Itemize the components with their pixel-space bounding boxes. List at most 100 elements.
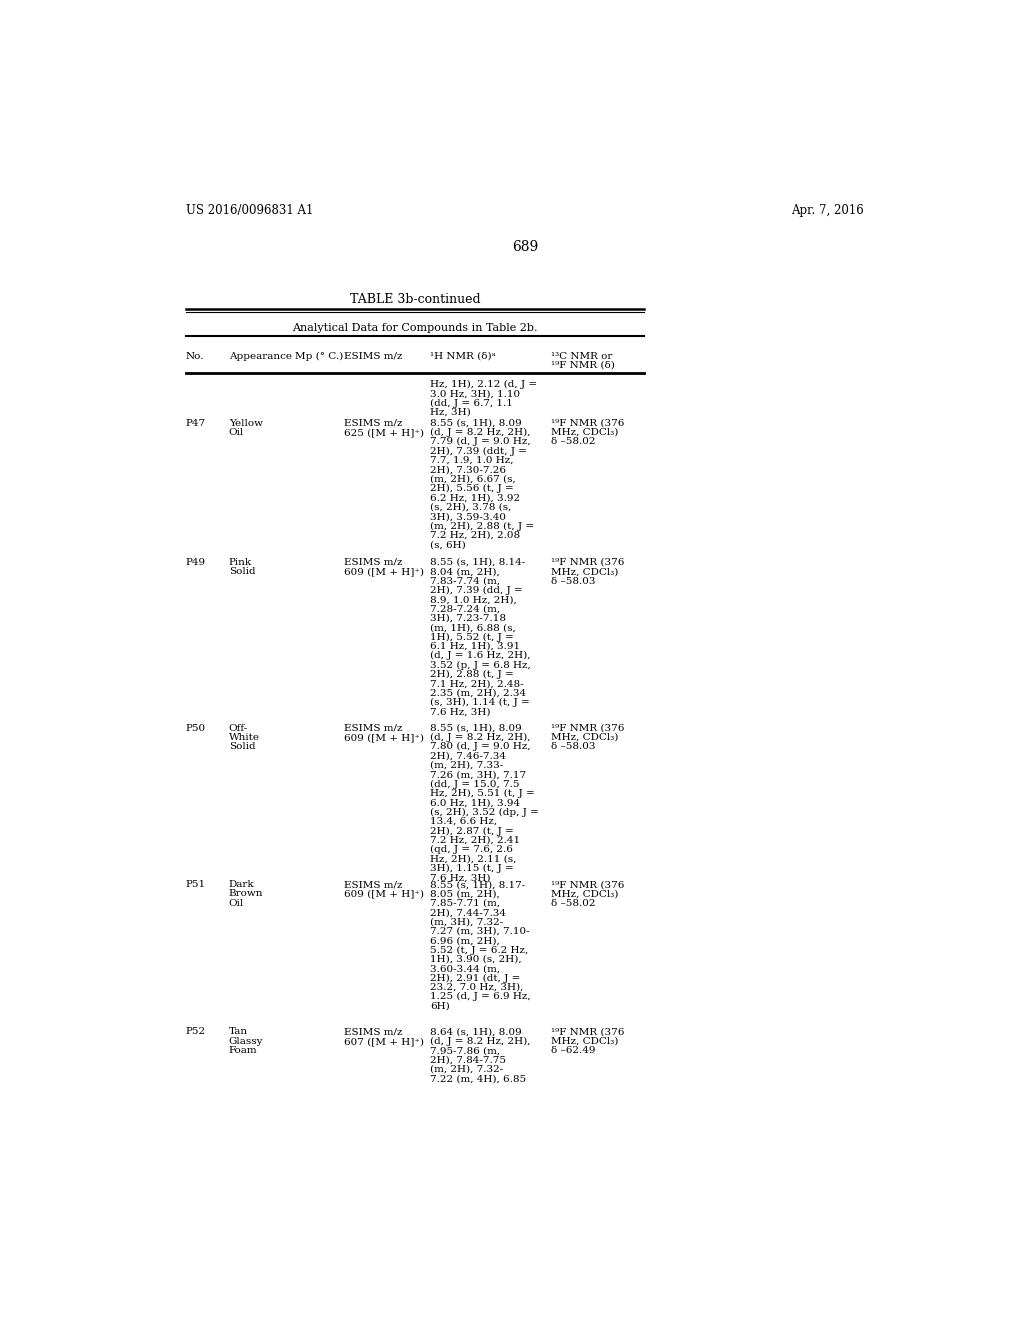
Text: ¹⁹F NMR (376: ¹⁹F NMR (376 — [551, 880, 625, 890]
Text: 8.55 (s, 1H), 8.17-: 8.55 (s, 1H), 8.17- — [430, 880, 525, 890]
Text: 7.85-7.71 (m,: 7.85-7.71 (m, — [430, 899, 501, 908]
Text: (s, 3H), 1.14 (t, J =: (s, 3H), 1.14 (t, J = — [430, 698, 530, 708]
Text: 7.6 Hz, 3H): 7.6 Hz, 3H) — [430, 708, 490, 717]
Text: P51: P51 — [186, 880, 206, 890]
Text: MHz, CDCl₃): MHz, CDCl₃) — [551, 733, 618, 742]
Text: (m, 2H), 2.88 (t, J =: (m, 2H), 2.88 (t, J = — [430, 521, 535, 531]
Text: (d, J = 1.6 Hz, 2H),: (d, J = 1.6 Hz, 2H), — [430, 651, 530, 660]
Text: ESIMS m/z: ESIMS m/z — [344, 723, 402, 733]
Text: δ –58.02: δ –58.02 — [551, 899, 596, 908]
Text: MHz, CDCl₃): MHz, CDCl₃) — [551, 428, 618, 437]
Text: 7.80 (d, J = 9.0 Hz,: 7.80 (d, J = 9.0 Hz, — [430, 742, 531, 751]
Text: 8.55 (s, 1H), 8.09: 8.55 (s, 1H), 8.09 — [430, 723, 522, 733]
Text: ¹⁹F NMR (376: ¹⁹F NMR (376 — [551, 723, 625, 733]
Text: 3.52 (p, J = 6.8 Hz,: 3.52 (p, J = 6.8 Hz, — [430, 661, 531, 669]
Text: ESIMS m/z: ESIMS m/z — [344, 558, 402, 566]
Text: 2H), 7.46-7.34: 2H), 7.46-7.34 — [430, 751, 506, 760]
Text: (m, 1H), 6.88 (s,: (m, 1H), 6.88 (s, — [430, 623, 516, 632]
Text: Yellow: Yellow — [228, 418, 263, 428]
Text: 2H), 7.39 (dd, J =: 2H), 7.39 (dd, J = — [430, 586, 523, 595]
Text: δ –62.49: δ –62.49 — [551, 1047, 596, 1055]
Text: 6.96 (m, 2H),: 6.96 (m, 2H), — [430, 936, 500, 945]
Text: 3H), 7.23-7.18: 3H), 7.23-7.18 — [430, 614, 506, 623]
Text: 609 ([M + H]⁺): 609 ([M + H]⁺) — [344, 890, 424, 899]
Text: ¹⁹F NMR (376: ¹⁹F NMR (376 — [551, 558, 625, 566]
Text: 609 ([M + H]⁺): 609 ([M + H]⁺) — [344, 568, 424, 577]
Text: ESIMS m/z: ESIMS m/z — [344, 418, 402, 428]
Text: 8.55 (s, 1H), 8.14-: 8.55 (s, 1H), 8.14- — [430, 558, 525, 566]
Text: δ –58.03: δ –58.03 — [551, 742, 596, 751]
Text: 2H), 7.44-7.34: 2H), 7.44-7.34 — [430, 908, 506, 917]
Text: Tan: Tan — [228, 1027, 248, 1036]
Text: 8.05 (m, 2H),: 8.05 (m, 2H), — [430, 890, 500, 899]
Text: (d, J = 8.2 Hz, 2H),: (d, J = 8.2 Hz, 2H), — [430, 428, 530, 437]
Text: 3.60-3.44 (m,: 3.60-3.44 (m, — [430, 964, 501, 973]
Text: (s, 6H): (s, 6H) — [430, 540, 466, 549]
Text: Pink: Pink — [228, 558, 252, 566]
Text: Appearance: Appearance — [228, 351, 292, 360]
Text: MHz, CDCl₃): MHz, CDCl₃) — [551, 568, 618, 577]
Text: (m, 2H), 7.33-: (m, 2H), 7.33- — [430, 760, 504, 770]
Text: 2H), 2.88 (t, J =: 2H), 2.88 (t, J = — [430, 671, 514, 680]
Text: MHz, CDCl₃): MHz, CDCl₃) — [551, 1036, 618, 1045]
Text: 7.95-7.86 (m,: 7.95-7.86 (m, — [430, 1047, 501, 1055]
Text: 3.0 Hz, 3H), 1.10: 3.0 Hz, 3H), 1.10 — [430, 389, 520, 399]
Text: ¹⁹F NMR (376: ¹⁹F NMR (376 — [551, 418, 625, 428]
Text: Solid: Solid — [228, 742, 255, 751]
Text: ESIMS m/z: ESIMS m/z — [344, 1027, 402, 1036]
Text: Glassy: Glassy — [228, 1036, 263, 1045]
Text: 8.9, 1.0 Hz, 2H),: 8.9, 1.0 Hz, 2H), — [430, 595, 517, 605]
Text: (m, 2H), 6.67 (s,: (m, 2H), 6.67 (s, — [430, 475, 516, 483]
Text: No.: No. — [186, 351, 205, 360]
Text: 7.28-7.24 (m,: 7.28-7.24 (m, — [430, 605, 501, 614]
Text: 2H), 2.87 (t, J =: 2H), 2.87 (t, J = — [430, 826, 514, 836]
Text: Off-: Off- — [228, 723, 248, 733]
Text: 2H), 7.39 (ddt, J =: 2H), 7.39 (ddt, J = — [430, 446, 527, 455]
Text: 2.35 (m, 2H), 2.34: 2.35 (m, 2H), 2.34 — [430, 689, 526, 698]
Text: TABLE 3b-continued: TABLE 3b-continued — [350, 293, 480, 305]
Text: 6.1 Hz, 1H), 3.91: 6.1 Hz, 1H), 3.91 — [430, 642, 520, 651]
Text: 2H), 5.56 (t, J =: 2H), 5.56 (t, J = — [430, 484, 514, 494]
Text: 8.04 (m, 2H),: 8.04 (m, 2H), — [430, 568, 500, 577]
Text: 2H), 7.84-7.75: 2H), 7.84-7.75 — [430, 1056, 506, 1064]
Text: (s, 2H), 3.52 (dp, J =: (s, 2H), 3.52 (dp, J = — [430, 808, 540, 817]
Text: (qd, J = 7.6, 2.6: (qd, J = 7.6, 2.6 — [430, 845, 513, 854]
Text: 609 ([M + H]⁺): 609 ([M + H]⁺) — [344, 733, 424, 742]
Text: 6H): 6H) — [430, 1002, 451, 1011]
Text: 1H), 3.90 (s, 2H),: 1H), 3.90 (s, 2H), — [430, 954, 522, 964]
Text: 3H), 1.15 (t, J =: 3H), 1.15 (t, J = — [430, 863, 514, 873]
Text: 7.79 (d, J = 9.0 Hz,: 7.79 (d, J = 9.0 Hz, — [430, 437, 531, 446]
Text: 6.0 Hz, 1H), 3.94: 6.0 Hz, 1H), 3.94 — [430, 799, 520, 808]
Text: 5.52 (t, J = 6.2 Hz,: 5.52 (t, J = 6.2 Hz, — [430, 945, 528, 954]
Text: ESIMS m/z: ESIMS m/z — [344, 880, 402, 890]
Text: Hz, 2H), 5.51 (t, J =: Hz, 2H), 5.51 (t, J = — [430, 789, 536, 799]
Text: 7.26 (m, 3H), 7.17: 7.26 (m, 3H), 7.17 — [430, 771, 526, 779]
Text: 3H), 3.59-3.40: 3H), 3.59-3.40 — [430, 512, 506, 521]
Text: Solid: Solid — [228, 568, 255, 577]
Text: (dd, J = 6.7, 1.1: (dd, J = 6.7, 1.1 — [430, 399, 513, 408]
Text: 7.22 (m, 4H), 6.85: 7.22 (m, 4H), 6.85 — [430, 1074, 526, 1084]
Text: 7.27 (m, 3H), 7.10-: 7.27 (m, 3H), 7.10- — [430, 927, 530, 936]
Text: Hz, 3H): Hz, 3H) — [430, 408, 471, 417]
Text: 7.2 Hz, 2H), 2.08: 7.2 Hz, 2H), 2.08 — [430, 531, 520, 540]
Text: δ –58.02: δ –58.02 — [551, 437, 596, 446]
Text: (d, J = 8.2 Hz, 2H),: (d, J = 8.2 Hz, 2H), — [430, 733, 530, 742]
Text: Hz, 2H), 2.11 (s,: Hz, 2H), 2.11 (s, — [430, 854, 517, 863]
Text: 13.4, 6.6 Hz,: 13.4, 6.6 Hz, — [430, 817, 498, 826]
Text: 607 ([M + H]⁺): 607 ([M + H]⁺) — [344, 1036, 424, 1045]
Text: 1H), 5.52 (t, J =: 1H), 5.52 (t, J = — [430, 632, 514, 642]
Text: 7.1 Hz, 2H), 2.48-: 7.1 Hz, 2H), 2.48- — [430, 680, 524, 689]
Text: (d, J = 8.2 Hz, 2H),: (d, J = 8.2 Hz, 2H), — [430, 1036, 530, 1045]
Text: P47: P47 — [186, 418, 206, 428]
Text: 6.2 Hz, 1H), 3.92: 6.2 Hz, 1H), 3.92 — [430, 494, 520, 503]
Text: 7.6 Hz, 3H): 7.6 Hz, 3H) — [430, 873, 490, 882]
Text: Oil: Oil — [228, 428, 244, 437]
Text: Foam: Foam — [228, 1047, 257, 1055]
Text: 625 ([M + H]⁺): 625 ([M + H]⁺) — [344, 428, 424, 437]
Text: P49: P49 — [186, 558, 206, 566]
Text: 1.25 (d, J = 6.9 Hz,: 1.25 (d, J = 6.9 Hz, — [430, 993, 531, 1002]
Text: (dd, J = 15.0, 7.5: (dd, J = 15.0, 7.5 — [430, 780, 520, 789]
Text: White: White — [228, 733, 260, 742]
Text: ¹⁹F NMR (δ): ¹⁹F NMR (δ) — [551, 360, 614, 370]
Text: 7.7, 1.9, 1.0 Hz,: 7.7, 1.9, 1.0 Hz, — [430, 455, 514, 465]
